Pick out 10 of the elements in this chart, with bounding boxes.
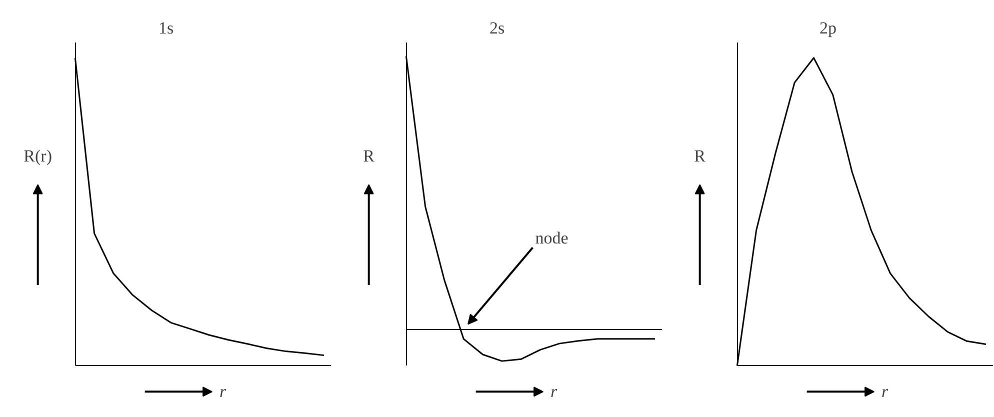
x-axis-title: r [550,382,558,402]
y-axis-title: R [694,146,706,166]
x-axis-title: r [220,382,227,402]
chart-title: 2p [820,18,836,38]
y-axis-title: R(r) [24,146,52,166]
y-axis-title: R [363,146,376,166]
chart-title: 1s [158,18,174,38]
x-axis-title: r [882,382,889,402]
chart-title: 2s [489,18,505,38]
annotation: node [535,228,568,248]
